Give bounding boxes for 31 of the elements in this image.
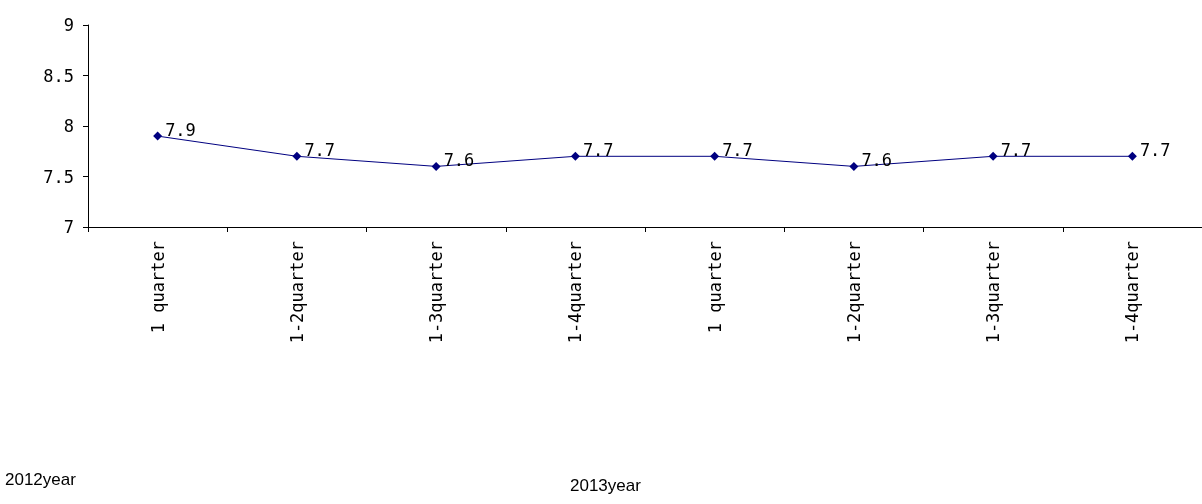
point — [710, 151, 720, 161]
y-tick-label: 9 — [63, 15, 74, 35]
data-label: 7.7 — [722, 140, 753, 161]
x-tick-label: 1-4quarter — [565, 241, 586, 344]
x-tick-label: 1 quarter — [704, 241, 725, 334]
y-tick-label: 8 — [63, 116, 74, 136]
point — [849, 161, 859, 171]
point — [292, 151, 302, 161]
x-tick-label: 1 quarter — [147, 241, 168, 334]
data-label: 7.7 — [582, 140, 614, 161]
point — [1127, 151, 1137, 161]
text: 2012year — [5, 470, 76, 490]
x-tick-label: 1-4quarter — [1122, 241, 1143, 344]
y-tick-label: 8.5 — [43, 65, 74, 86]
y-tick-label: 7.5 — [43, 166, 74, 187]
x-tick-label: 1-3quarter — [426, 241, 447, 344]
data-label: 7.7 — [1139, 140, 1171, 161]
x-tick-label: 1-3quarter — [983, 241, 1004, 344]
point — [431, 161, 441, 171]
point — [570, 151, 580, 161]
data-label: 7.9 — [165, 120, 196, 141]
data-label: 7.7 — [304, 140, 336, 161]
text: 2013year — [570, 476, 641, 496]
data-label: 7.6 — [861, 150, 893, 171]
y-tick-label: 7 — [63, 217, 74, 237]
point — [988, 151, 998, 161]
x-tick-label: 1-2quarter — [286, 241, 307, 344]
x-tick-label: 1-2quarter — [843, 241, 864, 344]
data-label: 7.7 — [1000, 140, 1032, 161]
data-label: 7.6 — [443, 150, 475, 171]
point — [153, 131, 163, 141]
